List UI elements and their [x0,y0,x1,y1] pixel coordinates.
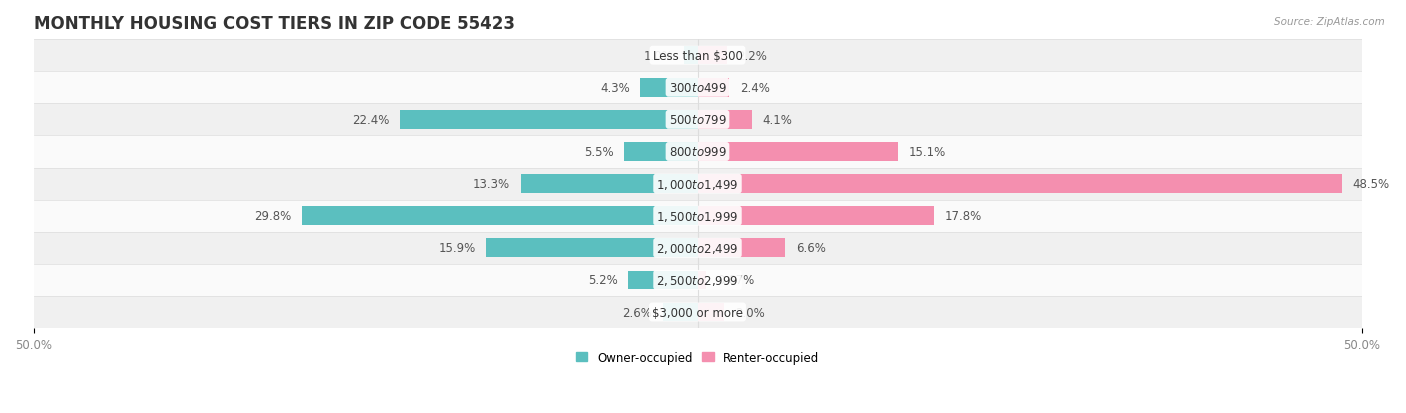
Text: 4.3%: 4.3% [600,82,630,95]
Text: Source: ZipAtlas.com: Source: ZipAtlas.com [1274,17,1385,26]
Text: 2.2%: 2.2% [737,50,768,62]
Text: $3,000 or more: $3,000 or more [652,306,742,319]
Bar [664,303,697,322]
Bar [302,207,697,225]
Bar [697,79,730,97]
Bar [697,47,727,65]
Text: 4.1%: 4.1% [762,114,793,126]
Bar [697,111,752,129]
Bar [520,175,697,193]
Text: $2,000 to $2,499: $2,000 to $2,499 [657,241,738,255]
Text: 5.5%: 5.5% [585,146,614,159]
Bar [401,111,697,129]
Text: $2,500 to $2,999: $2,500 to $2,999 [657,273,738,287]
Bar [624,143,697,161]
Bar [34,232,1361,264]
Text: 13.3%: 13.3% [474,178,510,191]
Bar [486,239,697,257]
Bar [640,79,697,97]
Text: 48.5%: 48.5% [1353,178,1389,191]
Bar [697,143,898,161]
Text: 22.4%: 22.4% [352,114,389,126]
Text: $1,000 to $1,499: $1,000 to $1,499 [657,177,738,191]
Text: 5.2%: 5.2% [588,274,617,287]
Text: $300 to $499: $300 to $499 [669,82,727,95]
Text: 2.6%: 2.6% [623,306,652,319]
Text: $500 to $799: $500 to $799 [669,114,727,126]
Bar [628,271,697,290]
Text: 29.8%: 29.8% [254,210,291,223]
Text: 0.67%: 0.67% [717,274,754,287]
Bar [697,271,706,290]
Bar [697,239,785,257]
Bar [34,264,1361,296]
Legend: Owner-occupied, Renter-occupied: Owner-occupied, Renter-occupied [571,346,824,368]
Text: Less than $300: Less than $300 [652,50,742,62]
Text: 2.0%: 2.0% [735,306,765,319]
Bar [34,104,1361,136]
Text: $800 to $999: $800 to $999 [669,146,727,159]
Bar [34,296,1361,328]
Bar [34,200,1361,232]
Bar [34,168,1361,200]
Text: $1,500 to $1,999: $1,500 to $1,999 [657,209,738,223]
Bar [685,47,697,65]
Bar [697,303,724,322]
Text: 6.6%: 6.6% [796,242,825,255]
Text: 17.8%: 17.8% [945,210,981,223]
Bar [34,40,1361,72]
Bar [697,207,934,225]
Text: MONTHLY HOUSING COST TIERS IN ZIP CODE 55423: MONTHLY HOUSING COST TIERS IN ZIP CODE 5… [34,15,515,33]
Bar [697,175,1341,193]
Text: 15.1%: 15.1% [908,146,946,159]
Bar [34,72,1361,104]
Bar [34,136,1361,168]
Text: 2.4%: 2.4% [740,82,770,95]
Text: 15.9%: 15.9% [439,242,475,255]
Text: 1.0%: 1.0% [644,50,673,62]
